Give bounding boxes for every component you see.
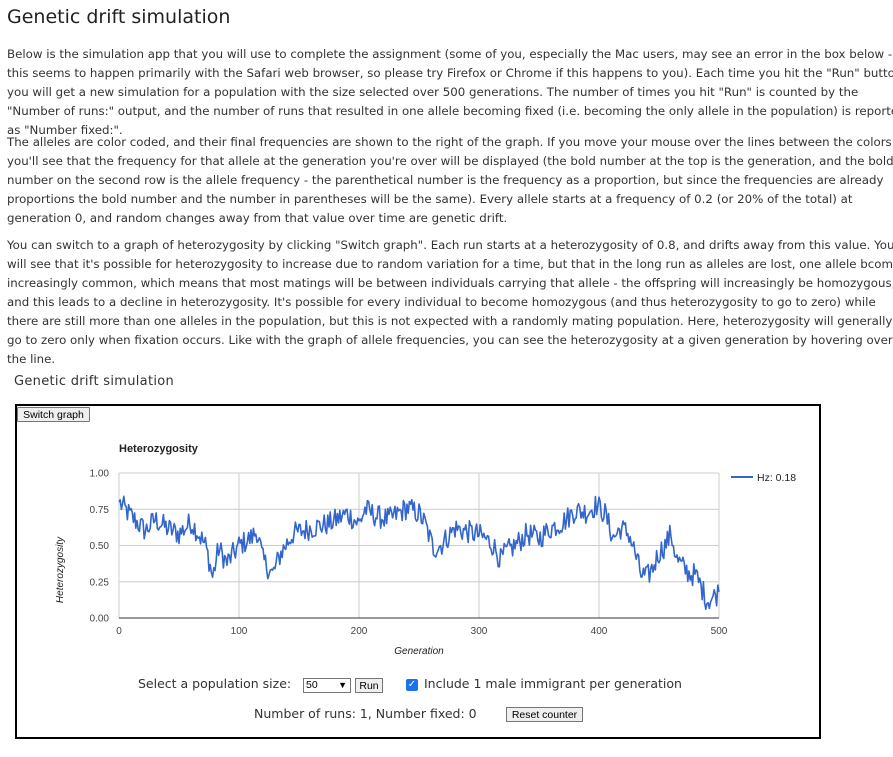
y-tick-label: 1.00	[90, 469, 110, 480]
intro-paragraph: Below is the simulation app that you wil…	[7, 47, 893, 137]
x-tick-label: 200	[351, 626, 368, 637]
heterozygosity-line[interactable]	[118, 495, 720, 610]
x-tick-label: 100	[231, 626, 248, 637]
chart-grid	[118, 472, 720, 619]
x-axis-label: Generation	[394, 646, 444, 657]
reset-counter-button[interactable]: Reset counter	[506, 707, 583, 722]
page-title: Genetic drift simulation	[7, 6, 231, 28]
y-tick-label: 0.25	[90, 577, 110, 588]
switch-graph-button[interactable]: Switch graph	[17, 407, 90, 422]
chart-title: Heterozygosity	[119, 443, 199, 455]
population-size-select[interactable]: 50 ▼	[303, 678, 351, 693]
x-tick-label: 300	[471, 626, 488, 637]
chevron-down-icon: ▼	[338, 680, 347, 690]
run-counter-text: Number of runs: 1, Number fixed: 0	[254, 706, 477, 721]
chart-ticks: 0.00 0.25 0.50 0.75 1.00 0 100 200 300 400 500	[90, 469, 728, 638]
population-size-label: Select a population size:	[138, 676, 292, 691]
app-title: Genetic drift simulation	[14, 374, 175, 389]
immigrant-checkbox[interactable]: ✓	[406, 679, 418, 691]
y-tick-label: 0.00	[90, 614, 110, 625]
x-tick-label: 500	[711, 626, 728, 637]
x-tick-label: 400	[591, 626, 608, 637]
run-button[interactable]: Run	[355, 678, 383, 693]
alleles-paragraph: The alleles are color coded, and their f…	[7, 135, 893, 225]
heterozygosity-paragraph: You can switch to a graph of heterozygos…	[7, 238, 893, 366]
legend-label: Hz: 0.18	[757, 472, 796, 484]
y-tick-label: 0.50	[90, 541, 110, 552]
immigrant-label: Include 1 male immigrant per generation	[424, 676, 682, 691]
y-axis-label: Heterozygosity	[55, 536, 66, 603]
simulation-panel: Heterozygosity 0.00 0.25 0.50 0.75 1.00 0 100 2…	[15, 404, 821, 739]
heterozygosity-chart[interactable]: Heterozygosity 0.00 0.25 0.50 0.75 1.00 0 100 2…	[17, 406, 819, 666]
x-tick-label: 0	[116, 626, 122, 637]
y-tick-label: 0.75	[90, 505, 110, 516]
population-size-value: 50	[306, 679, 318, 691]
